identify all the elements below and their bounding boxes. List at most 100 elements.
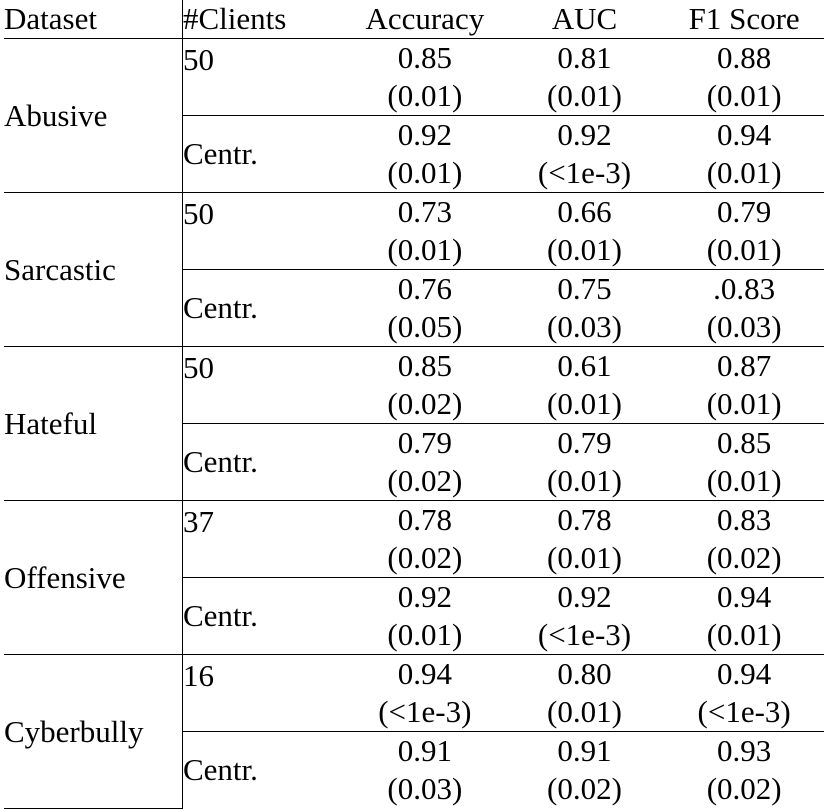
dataset-name-cell: Sarcastic — [4, 192, 183, 347]
auc-value: 0.61 — [557, 348, 612, 383]
f1-cell: 0.88 (0.01) — [664, 38, 824, 116]
f1-value: 0.94 — [717, 117, 772, 152]
accuracy-std-dev: (0.01) — [387, 78, 463, 113]
f1-std-dev: (0.03) — [706, 309, 782, 344]
dataset-name-cell: Offensive — [4, 500, 183, 655]
accuracy-cell: 0.78 (0.02) — [345, 500, 505, 578]
accuracy-cell: 0.92 (0.01) — [345, 577, 505, 655]
dataset-name-cell: Cyberbully — [4, 654, 183, 809]
f1-value: 0.85 — [717, 425, 772, 460]
f1-value: 0.87 — [717, 348, 772, 383]
f1-value: .0.83 — [713, 271, 776, 306]
auc-cell: 0.75 (0.03) — [504, 269, 665, 347]
auc-cell: 0.92 (<1e-3) — [504, 577, 665, 655]
f1-cell: 0.83 (0.02) — [664, 500, 824, 578]
table-row: Centr. 0.76 (0.05) 0.75 (0.03) .0.83 (0.03) — [4, 269, 824, 347]
f1-cell: 0.85 (0.01) — [664, 423, 824, 501]
header-row: Dataset #Clients Accuracy AUC F1 Score — [4, 0, 824, 39]
auc-std-dev: (0.01) — [547, 694, 622, 729]
clients-count-cell: 37 — [182, 500, 345, 578]
auc-std-dev: (0.03) — [547, 309, 622, 344]
header-f1: F1 Score — [664, 0, 824, 39]
auc-cell: 0.80 (0.01) — [504, 654, 665, 732]
auc-value: 0.80 — [557, 656, 612, 691]
f1-cell: 0.94 (<1e-3) — [664, 654, 824, 732]
f1-std-dev: (0.01) — [706, 386, 782, 421]
auc-std-dev: (0.02) — [547, 771, 622, 806]
auc-value: 0.81 — [557, 40, 612, 75]
auc-cell: 0.66 (0.01) — [504, 192, 665, 270]
centralized-label-cell: Centr. — [182, 115, 345, 193]
accuracy-std-dev: (0.02) — [387, 386, 463, 421]
accuracy-std-dev: (0.02) — [387, 540, 463, 575]
accuracy-value: 0.78 — [397, 502, 452, 537]
auc-std-dev: (<1e-3) — [537, 155, 632, 190]
accuracy-std-dev: (0.01) — [387, 155, 463, 190]
auc-cell: 0.78 (0.01) — [504, 500, 665, 578]
table-row: Centr. 0.91 (0.03) 0.91 (0.02) 0.93 (0.02) — [4, 732, 824, 809]
f1-value: 0.88 — [717, 40, 772, 75]
accuracy-std-dev: (0.05) — [387, 309, 463, 344]
accuracy-value: 0.76 — [397, 271, 452, 306]
accuracy-value: 0.73 — [397, 194, 452, 229]
accuracy-cell: 0.79 (0.02) — [345, 423, 505, 501]
accuracy-std-dev: (0.02) — [387, 463, 463, 498]
table-row: Abusive 50 0.85 (0.01) 0.81 (0.01) 0.88 (0.01) — [4, 38, 824, 193]
table-header: Dataset #Clients Accuracy AUC F1 Score — [4, 0, 824, 39]
f1-value: 0.94 — [717, 656, 772, 691]
f1-std-dev: (0.01) — [706, 232, 782, 267]
auc-cell: 0.91 (0.02) — [505, 732, 665, 809]
f1-value: 0.94 — [717, 579, 772, 614]
f1-cell: .0.83 (0.03) — [664, 269, 824, 347]
accuracy-value: 0.79 — [397, 425, 452, 460]
table-row: Centr. 0.79 (0.02) 0.79 (0.01) 0.85 (0.01) — [4, 423, 824, 501]
accuracy-std-dev: (0.03) — [387, 771, 463, 806]
table-row: Centr. 0.92 (0.01) 0.92 (<1e-3) 0.94 (0.01) — [4, 577, 824, 655]
dataset-name-cell: Abusive — [4, 38, 183, 193]
header-auc: AUC — [504, 0, 665, 39]
f1-cell: 0.79 (0.01) — [664, 192, 824, 270]
accuracy-value: 0.85 — [397, 348, 452, 383]
accuracy-cell: 0.85 (0.02) — [345, 346, 505, 424]
f1-std-dev: (0.01) — [706, 617, 782, 652]
header-accuracy: Accuracy — [345, 0, 505, 39]
f1-std-dev: (0.02) — [706, 771, 782, 806]
results-table-container: Dataset #Clients Accuracy AUC F1 Score A… — [4, 0, 824, 809]
auc-value: 0.75 — [557, 271, 612, 306]
f1-std-dev: (0.01) — [706, 155, 782, 190]
auc-cell: 0.92 (<1e-3) — [504, 115, 665, 193]
header-dataset: Dataset — [4, 0, 183, 39]
auc-std-dev: (0.01) — [547, 78, 622, 113]
f1-cell: 0.93 (0.02) — [664, 732, 824, 809]
auc-value: 0.91 — [557, 733, 612, 768]
auc-std-dev: (0.01) — [547, 386, 622, 421]
accuracy-cell: 0.92 (0.01) — [345, 115, 505, 193]
clients-count-cell: 50 — [182, 38, 345, 116]
f1-std-dev: (0.01) — [706, 463, 782, 498]
auc-cell: 0.81 (0.01) — [504, 38, 665, 116]
f1-cell: 0.94 (0.01) — [664, 115, 824, 193]
auc-cell: 0.61 (0.01) — [504, 346, 665, 424]
clients-count-cell: 50 — [182, 346, 345, 424]
accuracy-cell: 0.73 (0.01) — [345, 192, 505, 270]
accuracy-cell: 0.94 (<1e-3) — [345, 654, 505, 732]
accuracy-value: 0.92 — [397, 117, 452, 152]
centralized-label-cell: Centr. — [182, 423, 345, 501]
table-body: Abusive 50 0.85 (0.01) 0.81 (0.01) 0.88 (0.01) C… — [4, 38, 824, 809]
accuracy-value: 0.91 — [397, 733, 452, 768]
accuracy-std-dev: (0.01) — [387, 232, 463, 267]
accuracy-cell: 0.76 (0.05) — [345, 269, 505, 347]
table-row: Centr. 0.92 (0.01) 0.92 (<1e-3) 0.94 (0.01) — [4, 115, 824, 193]
clients-count-cell: 16 — [182, 654, 345, 732]
accuracy-std-dev: (<1e-3) — [378, 694, 472, 729]
auc-cell: 0.79 (0.01) — [504, 423, 665, 501]
table-row: Sarcastic 50 0.73 (0.01) 0.66 (0.01) 0.79 (0.01… — [4, 192, 824, 347]
accuracy-std-dev: (0.01) — [387, 617, 463, 652]
results-table: Dataset #Clients Accuracy AUC F1 Score A… — [4, 0, 824, 809]
auc-std-dev: (<1e-3) — [537, 617, 632, 652]
f1-std-dev: (0.02) — [706, 540, 782, 575]
auc-std-dev: (0.01) — [547, 463, 622, 498]
f1-std-dev: (0.01) — [706, 78, 782, 113]
header-clients: #Clients — [182, 0, 345, 39]
table-row: Hateful 50 0.85 (0.02) 0.61 (0.01) 0.87 (0.01) — [4, 346, 824, 501]
